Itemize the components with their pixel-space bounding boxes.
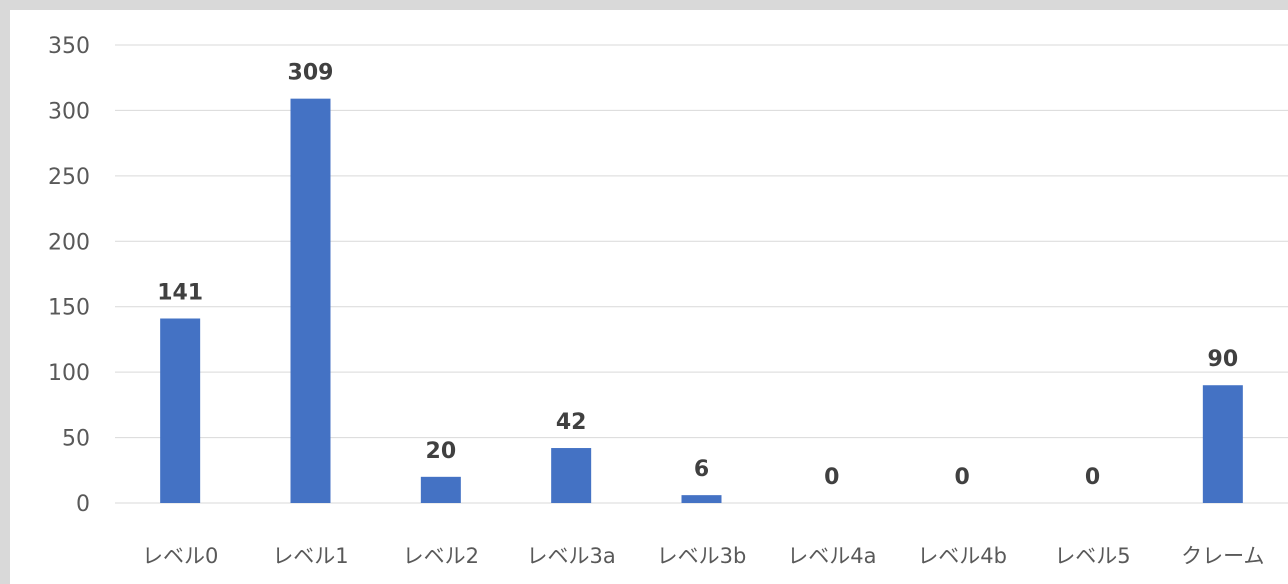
data-label-8: 90: [1208, 347, 1239, 372]
x-tick-label-4: レベル3b: [657, 544, 747, 568]
data-label-0: 141: [157, 280, 203, 305]
bar-3: [551, 448, 592, 503]
data-label-1: 309: [288, 61, 334, 86]
y-tick-label-100: 100: [48, 361, 90, 386]
plot-panel: 0 50 100 150 200 250 300 350 141 309 20 42 6 0 0 0 90 レ…: [10, 10, 1288, 584]
data-label-6: 0: [955, 465, 970, 490]
data-label-2: 20: [426, 439, 457, 464]
y-axis: 0 50 100 150 200 250 300 350: [48, 34, 90, 517]
x-axis: レベル0 レベル1 レベル2 レベル3a レベル3b レベル4a レベル4b レベル5 クレーム: [142, 544, 1265, 568]
x-tick-label-2: レベル2: [403, 544, 479, 568]
bar-0: [160, 318, 201, 503]
y-tick-label-300: 300: [48, 99, 90, 124]
data-label-3: 42: [556, 410, 587, 435]
bar-1: [290, 98, 331, 503]
bar-4: [681, 495, 722, 503]
bar-8: [1202, 385, 1243, 503]
bar-2: [420, 476, 461, 503]
x-tick-label-3: レベル3a: [527, 544, 616, 568]
data-label-7: 0: [1085, 465, 1100, 490]
y-tick-label-200: 200: [48, 230, 90, 255]
y-tick-label-250: 250: [48, 165, 90, 190]
y-tick-label-50: 50: [62, 427, 90, 452]
x-tick-label-5: レベル4a: [787, 544, 876, 568]
bars: [160, 98, 1243, 503]
x-tick-label-1: レベル1: [272, 544, 348, 568]
x-tick-label-0: レベル0: [142, 544, 218, 568]
x-tick-label-7: レベル5: [1054, 544, 1130, 568]
bar-chart: 0 50 100 150 200 250 300 350 141 309 20 42 6 0 0 0 90 レ…: [48, 34, 1288, 568]
data-label-4: 6: [694, 457, 709, 482]
y-tick-label-0: 0: [76, 492, 90, 517]
data-label-5: 0: [824, 465, 839, 490]
x-tick-label-8: クレーム: [1181, 544, 1264, 568]
x-tick-label-6: レベル4b: [917, 544, 1007, 568]
y-tick-label-150: 150: [48, 296, 90, 321]
y-tick-label-350: 350: [48, 34, 90, 59]
data-labels: 141 309 20 42 6 0 0 0 90: [157, 61, 1238, 490]
